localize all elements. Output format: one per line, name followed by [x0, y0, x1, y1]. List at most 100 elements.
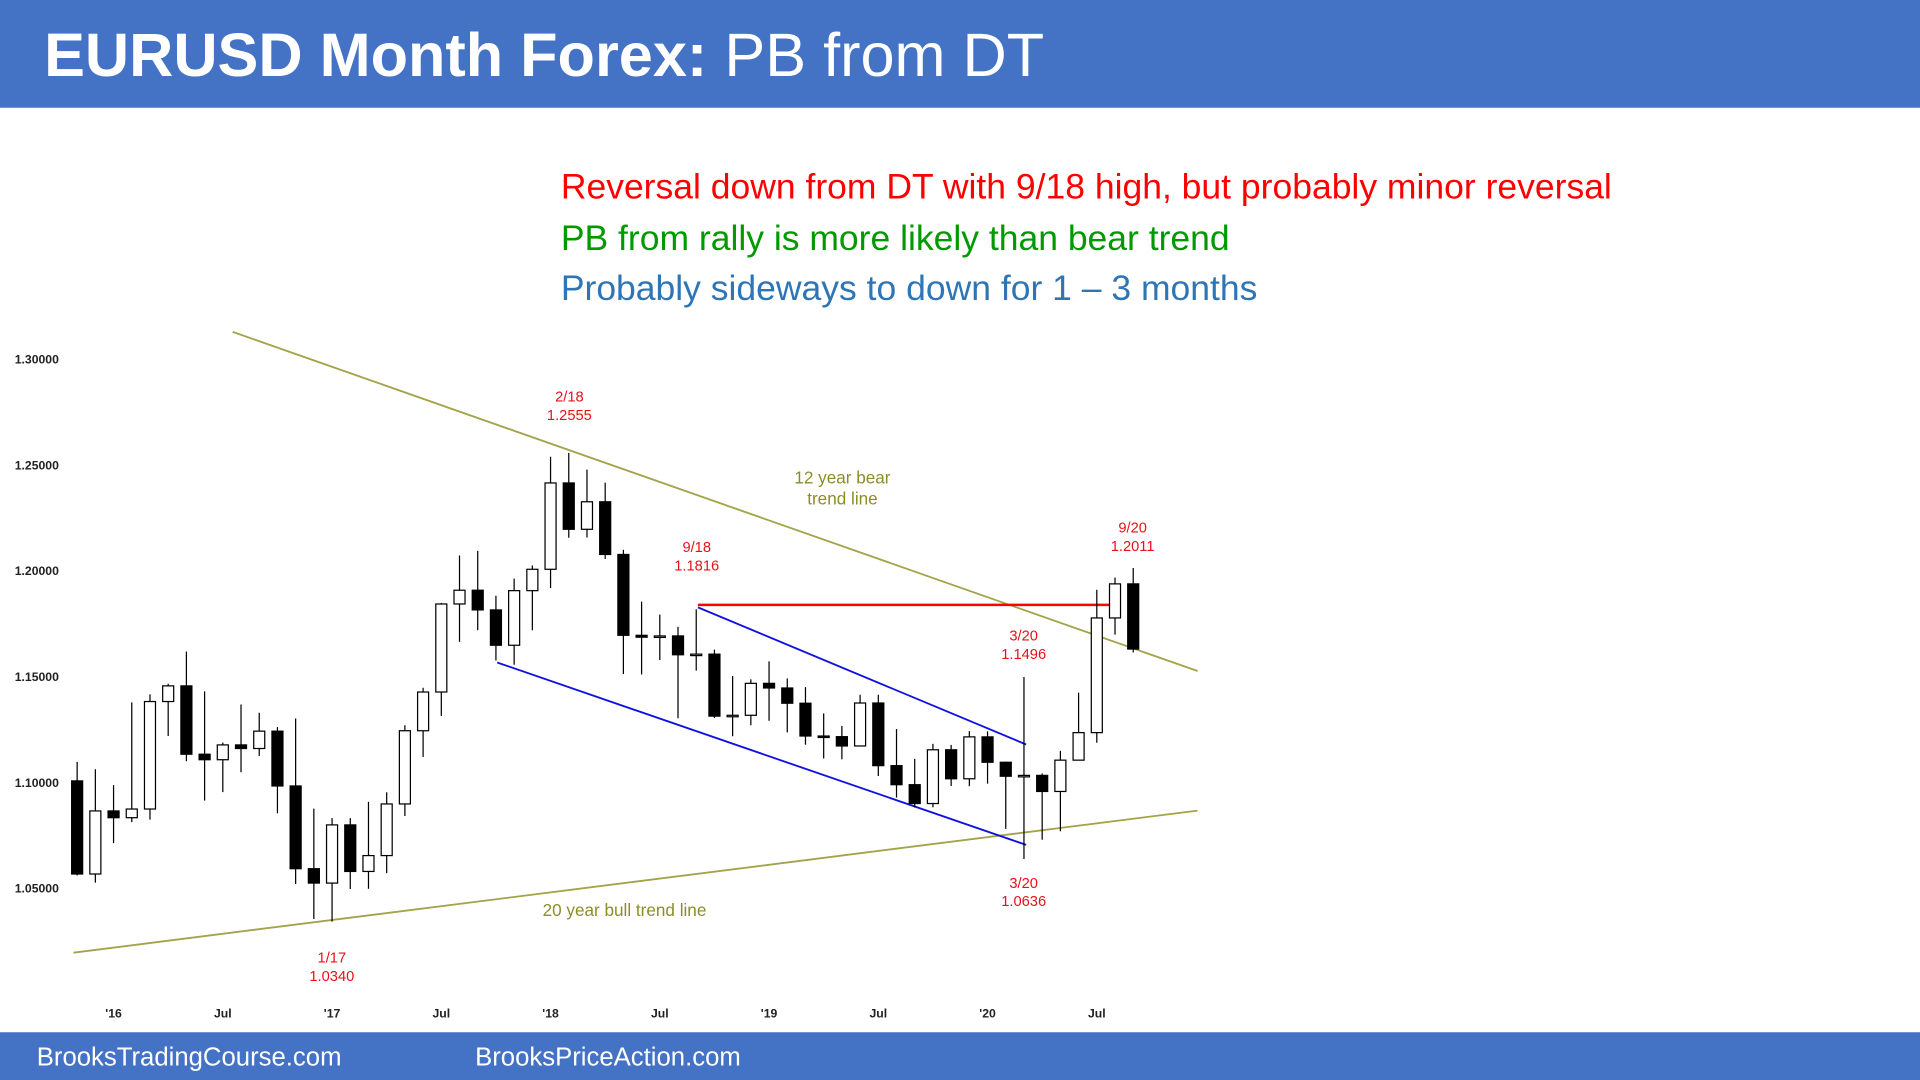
annotation: 1.2555 [547, 408, 592, 424]
candle-body [562, 482, 575, 530]
y-tick-label: 1.05000 [15, 882, 59, 896]
candle-body [1036, 774, 1049, 793]
annotation: 3/20 [1009, 628, 1038, 644]
annotation: 1.0340 [309, 969, 354, 985]
candle-body [1054, 759, 1067, 793]
bull-trend-line [73, 809, 1198, 954]
candle-body [453, 589, 466, 605]
x-tick-label: Jul [869, 1007, 887, 1021]
candle-body [945, 749, 958, 780]
annotation: trend line [807, 488, 877, 508]
candle-body [744, 682, 757, 716]
annotation: 9/20 [1118, 521, 1147, 537]
candle-body [653, 635, 666, 639]
candle-body [362, 854, 375, 873]
candle-body [325, 824, 339, 884]
candle-body [999, 761, 1012, 777]
x-tick-label: Jul [214, 1007, 232, 1021]
annotation: 1.1816 [674, 559, 719, 575]
candle-body [981, 736, 994, 763]
candle-body [162, 685, 175, 703]
candle-body [89, 810, 102, 875]
title-bold: EURUSD Month Forex: [44, 21, 707, 89]
x-tick-label: Jul [1088, 1007, 1106, 1021]
candle-body [835, 736, 849, 747]
annotation: 1.2011 [1111, 539, 1155, 555]
annotation: 9/18 [682, 540, 711, 556]
candle-body [344, 824, 357, 873]
candle-body [253, 730, 266, 750]
commentary: Probably sideways to down for 1 – 3 mont… [561, 268, 1258, 308]
candle-body [1090, 617, 1103, 734]
footer-bar [0, 1032, 1920, 1080]
title-rest: PB from DT [724, 21, 1044, 89]
candle-body [71, 780, 84, 875]
candle-body [234, 744, 248, 750]
annotation: 3/20 [1009, 876, 1038, 892]
candle-body [599, 501, 612, 556]
candle-body [216, 744, 229, 761]
footer-text: BrooksPriceAction.com [475, 1043, 741, 1071]
annotation: 1.1496 [1001, 647, 1046, 663]
x-tick-label: '17 [324, 1007, 341, 1021]
x-tick-label: '18 [542, 1007, 559, 1021]
candle-body [1108, 583, 1122, 619]
candle-body [544, 482, 557, 570]
candle-body [671, 635, 685, 656]
annotation: 1.0636 [1001, 894, 1046, 910]
candle-body [398, 730, 412, 805]
candle-body [1017, 774, 1031, 778]
chart-title: EURUSD Month Forex: PB from DT [44, 21, 1044, 89]
candle-body [781, 687, 794, 704]
y-tick-label: 1.30000 [15, 353, 59, 367]
candle-body [635, 634, 648, 638]
candle-body [1127, 583, 1140, 650]
x-tick-label: '20 [979, 1007, 996, 1021]
candle-body [762, 682, 776, 689]
candle-body [143, 700, 157, 810]
candle-body [908, 784, 921, 805]
annotation: 1/17 [318, 950, 347, 966]
annotation: 2/18 [555, 390, 584, 406]
candle-body [853, 702, 867, 747]
candle-body [708, 653, 721, 717]
x-tick-label: '19 [761, 1007, 778, 1021]
plot: 1.05000 1.10000 1.15000 1.20000 1.25000 1.300… [15, 353, 1140, 1021]
candle-body [799, 702, 812, 737]
x-tick-label: Jul [651, 1007, 669, 1021]
annotation: 12 year bear [794, 468, 890, 488]
candle-body [380, 803, 393, 857]
y-tick-label: 1.25000 [15, 458, 59, 472]
commentary: Reversal down from DT with 9/18 high, bu… [561, 166, 1612, 206]
candle-body [125, 808, 138, 819]
bear-trend-line [232, 330, 1198, 672]
x-tick-label: '16 [105, 1007, 122, 1021]
candle-body [690, 653, 703, 657]
candle-body [435, 603, 448, 693]
candle-body [489, 609, 503, 646]
candle-body [289, 785, 302, 870]
candle-body [817, 735, 830, 739]
channel-line [496, 661, 1027, 846]
candle-body [580, 501, 594, 530]
footer-text: BrooksTradingCourse.com [37, 1043, 342, 1071]
y-tick-label: 1.15000 [15, 670, 59, 684]
annotation: 20 year bull trend line [543, 900, 707, 920]
candle-body [726, 714, 739, 718]
header-bar [0, 0, 1920, 108]
x-tick-label: Jul [432, 1007, 450, 1021]
candle-body [198, 753, 211, 761]
candle-body [271, 730, 284, 787]
candle-body [107, 810, 120, 819]
candle-body [471, 589, 484, 611]
candle-body [617, 553, 630, 636]
candle-body [890, 765, 903, 786]
y-tick-label: 1.10000 [15, 776, 59, 790]
candle-body [307, 868, 320, 884]
candle-body [180, 685, 193, 755]
candle-body [872, 702, 885, 767]
candle-body [1072, 732, 1085, 761]
